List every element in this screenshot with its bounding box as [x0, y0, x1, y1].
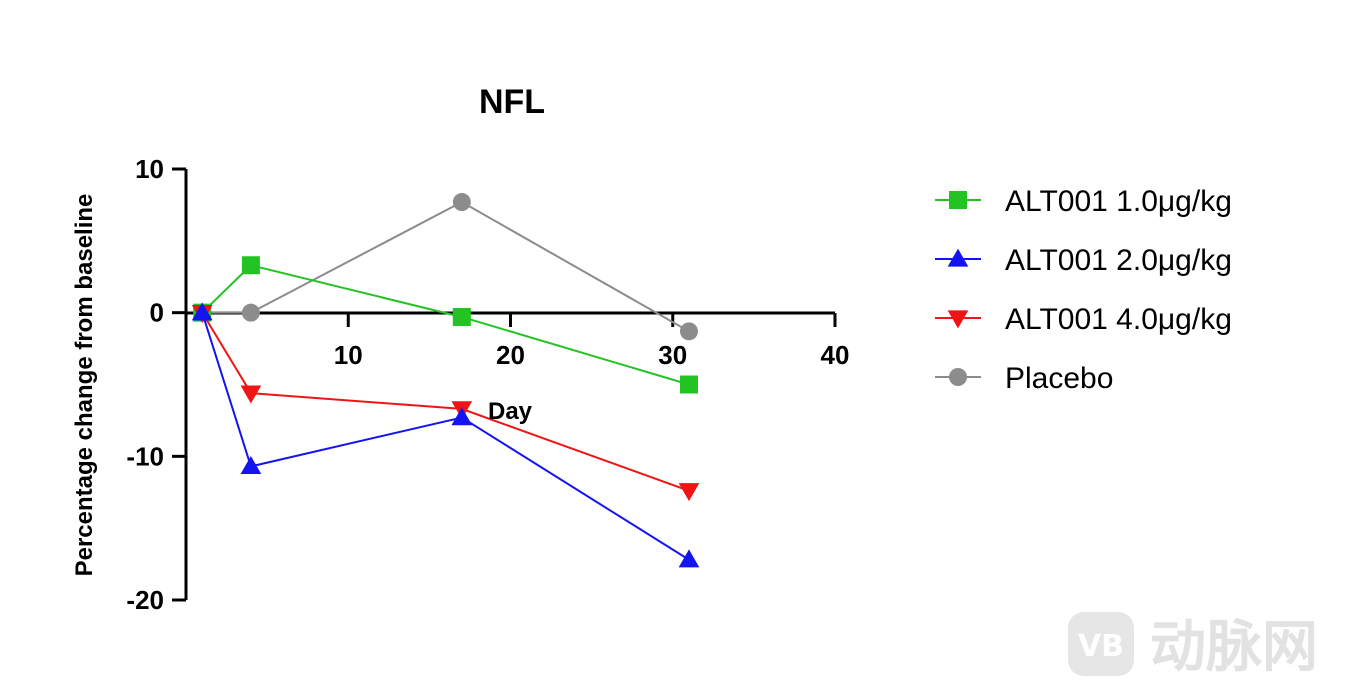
legend-label: ALT001 4.0μg/kg [1005, 303, 1232, 336]
legend-entry: ALT001 4.0μg/kg [935, 303, 1232, 336]
legend-marker [949, 191, 967, 209]
x-tick-label: 20 [496, 340, 525, 370]
data-point [452, 193, 471, 212]
series-3 [193, 193, 698, 341]
watermark-logo-icon [1068, 612, 1134, 676]
watermark-logo-text: VB [1078, 629, 1124, 664]
y-tick-label: 10 [135, 154, 164, 184]
chart-title: NFL [479, 83, 545, 121]
series-1 [191, 302, 700, 568]
legend-marker [947, 248, 969, 267]
data-point [241, 303, 260, 322]
x-tick-label: 10 [334, 340, 363, 370]
watermark: VB 动脉网 [1068, 612, 1318, 680]
legend-entry: ALT001 1.0μg/kg [935, 185, 1232, 218]
legend-marker [949, 368, 967, 386]
series-line [201, 264, 690, 386]
data-point [452, 307, 471, 326]
series-2 [191, 305, 700, 502]
x-tick-label: 30 [658, 340, 687, 370]
data-point [678, 483, 700, 502]
data-point [679, 322, 698, 341]
data-point [679, 375, 698, 394]
series-line [202, 200, 690, 333]
legend-entry: Placebo [935, 362, 1113, 395]
x-tick-label: 40 [821, 340, 850, 370]
data-point [678, 549, 700, 568]
data-point [240, 456, 262, 475]
series-line [201, 312, 690, 561]
x-axis-label: Day [488, 398, 533, 425]
legend-label: ALT001 2.0μg/kg [1005, 244, 1232, 277]
y-axis-label: Percentage change from baseline [71, 194, 98, 577]
axes: 10 0 -10 -20 10 20 30 40 [126, 154, 849, 615]
legend-entry: ALT001 2.0μg/kg [935, 244, 1232, 277]
legend-label: Placebo [1005, 362, 1113, 395]
data-point [240, 385, 262, 404]
series-0 [193, 256, 698, 394]
legend: ALT001 1.0μg/kg ALT001 2.0μg/kg ALT001 4.0… [935, 185, 1232, 395]
y-tick-label: -10 [126, 441, 164, 471]
legend-label: ALT001 1.0μg/kg [1005, 185, 1232, 218]
y-tick-label: 0 [150, 298, 164, 328]
data-point [191, 302, 213, 321]
legend-marker [947, 310, 969, 329]
watermark-text: 动脉网 [1150, 615, 1318, 680]
y-tick-label: -20 [126, 585, 164, 615]
series-line [201, 312, 690, 492]
series-layer [191, 193, 700, 568]
data-point [241, 256, 260, 275]
data-point [451, 407, 473, 426]
